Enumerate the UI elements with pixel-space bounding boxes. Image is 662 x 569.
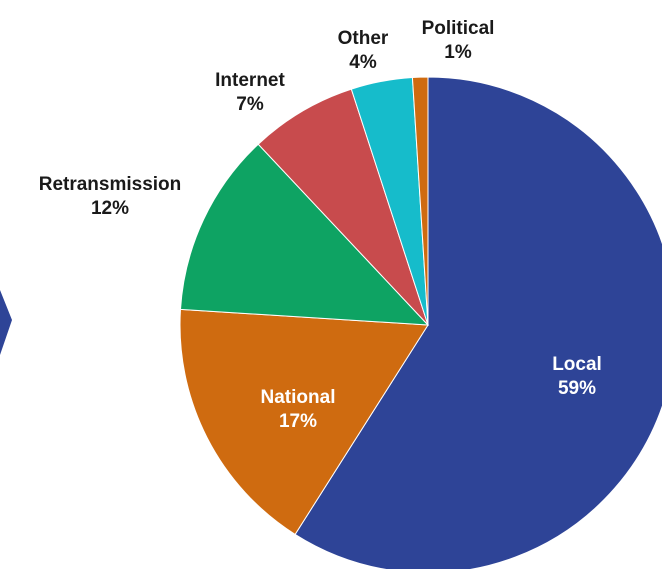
slice-label-other: Other	[338, 28, 389, 49]
slice-label-internet: Internet	[215, 70, 285, 91]
pie-slice-national	[179, 308, 429, 536]
pie-slices	[179, 76, 662, 569]
slice-value-internet: 7%	[236, 94, 264, 115]
slice-value-retransmission: 12%	[91, 198, 129, 219]
pie-slice-political	[411, 76, 429, 326]
slice-label-political: Political	[422, 18, 495, 39]
pie-labels: Local 59% National 17% Retransmission 12% Inte…	[39, 18, 602, 432]
pie-slice-retransmission	[179, 143, 430, 326]
slice-label-retransmission: Retransmission	[39, 174, 182, 195]
pie-slice-internet	[257, 88, 429, 326]
slice-value-local: 59%	[558, 378, 596, 399]
slice-label-national: National	[261, 387, 336, 408]
pie-slice-local	[294, 76, 662, 569]
slice-value-national: 17%	[279, 411, 317, 432]
left-edge-shape	[0, 290, 12, 355]
slice-label-local: Local	[552, 354, 602, 375]
slice-value-political: 1%	[444, 42, 472, 63]
slice-value-other: 4%	[349, 52, 377, 73]
